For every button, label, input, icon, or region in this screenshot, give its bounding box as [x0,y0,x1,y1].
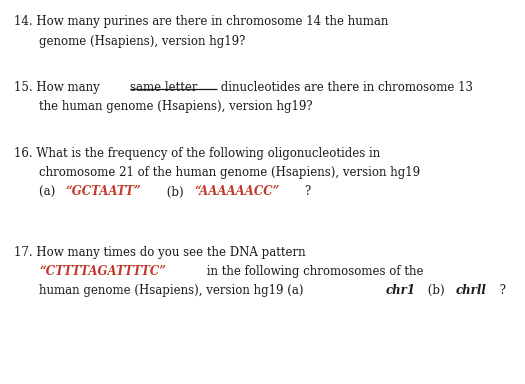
Text: in the following chromosomes of the: in the following chromosomes of the [203,265,424,278]
Text: 14. How many purines are there in chromosome 14 the human: 14. How many purines are there in chromo… [14,15,388,28]
Text: 17. How many times do you see the DNA pattern: 17. How many times do you see the DNA pa… [14,246,306,259]
Text: same letter: same letter [130,81,197,94]
Text: genome (Hsapiens), version hg19?: genome (Hsapiens), version hg19? [39,35,246,48]
Text: “AAAAAACC”: “AAAAAACC” [194,185,280,199]
Text: dinucleotides are there in chromosome 13: dinucleotides are there in chromosome 13 [217,81,472,94]
Text: (b): (b) [424,284,448,297]
Text: (a): (a) [39,185,59,199]
Text: 16. What is the frequency of the following oligonucleotides in: 16. What is the frequency of the followi… [14,147,381,160]
Text: chromosome 21 of the human genome (Hsapiens), version hg19: chromosome 21 of the human genome (Hsapi… [39,166,421,179]
Text: ?: ? [496,284,506,297]
Text: the human genome (Hsapiens), version hg19?: the human genome (Hsapiens), version hg1… [39,100,313,113]
Text: (b): (b) [163,185,187,199]
Text: ?: ? [304,185,311,199]
Text: “CTTTTAGATTTTC”: “CTTTTAGATTTTC” [39,265,166,278]
Text: chr1: chr1 [385,284,415,297]
Text: human genome (Hsapiens), version hg19 (a): human genome (Hsapiens), version hg19 (a… [39,284,308,297]
Text: chrll: chrll [456,284,487,297]
Text: “GCTAATT”: “GCTAATT” [65,185,141,199]
Text: 15. How many: 15. How many [14,81,103,94]
